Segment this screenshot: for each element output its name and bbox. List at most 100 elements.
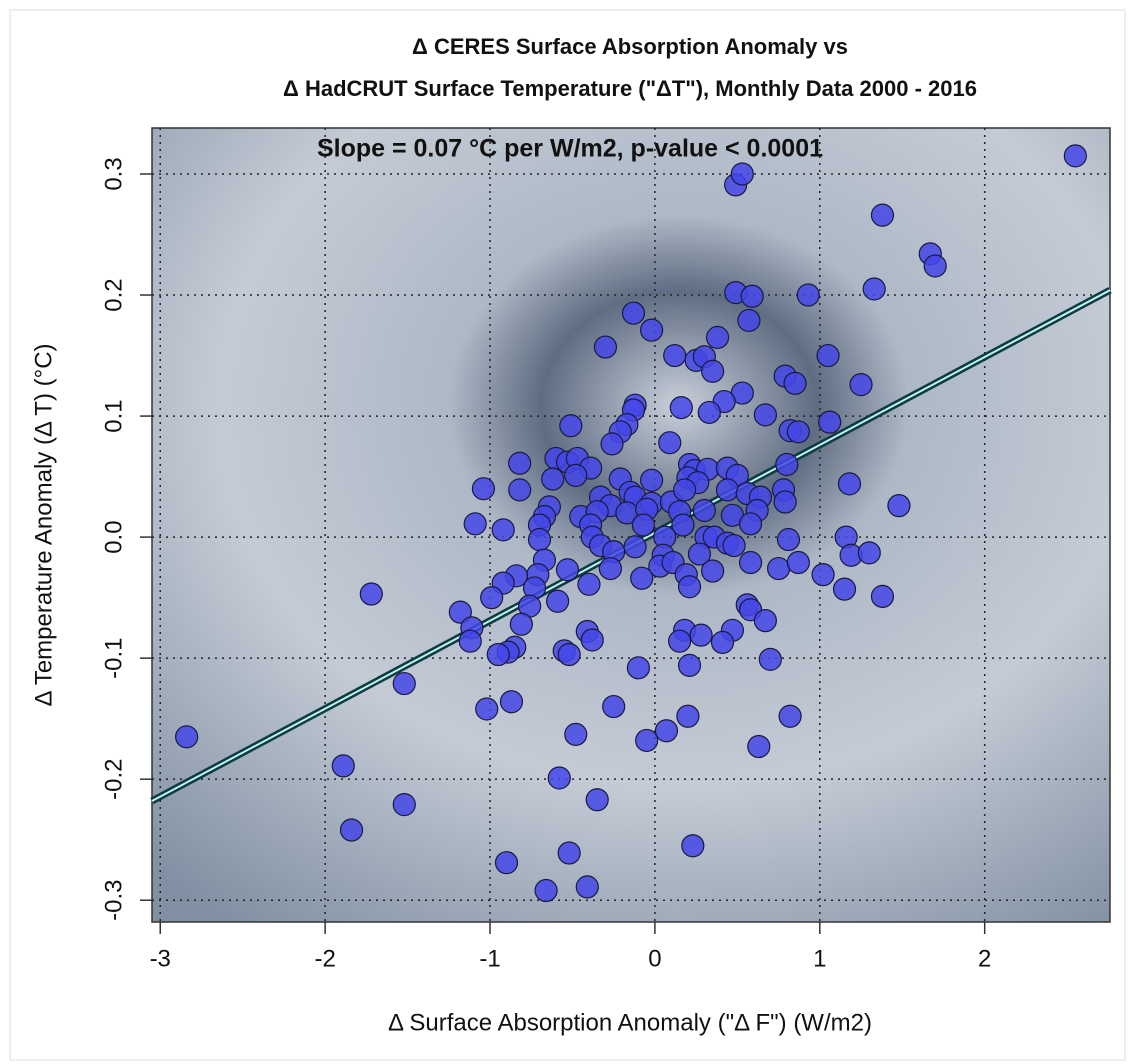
point — [564, 463, 588, 487]
point — [766, 556, 791, 581]
point — [486, 642, 510, 667]
point — [837, 472, 862, 496]
point — [585, 788, 609, 812]
point — [392, 792, 416, 817]
point — [331, 754, 355, 778]
x-tick-label: -3 — [150, 945, 171, 972]
point — [687, 542, 712, 566]
point — [575, 875, 599, 899]
x-tick-label: -1 — [479, 945, 500, 972]
point — [758, 647, 782, 671]
point — [923, 254, 947, 278]
point — [796, 283, 820, 307]
point — [499, 690, 524, 714]
point — [463, 512, 487, 536]
point — [621, 301, 646, 325]
y-tick-label: -0.1 — [100, 637, 127, 678]
point — [534, 878, 558, 903]
point — [738, 550, 763, 575]
point — [491, 518, 515, 542]
point — [458, 629, 482, 653]
point — [677, 575, 702, 599]
point — [701, 359, 725, 383]
point — [547, 766, 571, 790]
point — [730, 162, 754, 186]
point — [775, 452, 799, 477]
x-tick-label: -2 — [314, 945, 335, 972]
point — [689, 623, 713, 647]
point — [705, 325, 730, 349]
point — [672, 478, 697, 502]
point — [175, 725, 199, 749]
point — [593, 335, 618, 359]
point — [339, 818, 364, 842]
plot-area — [151, 127, 1111, 923]
chart-title: Δ CERES Surface Absorption Anomaly vs — [412, 34, 848, 59]
point — [849, 372, 873, 397]
x-tick-label: 2 — [978, 945, 991, 972]
point — [631, 513, 655, 537]
point — [626, 656, 651, 680]
point — [710, 630, 735, 655]
point — [392, 671, 416, 696]
point — [471, 477, 496, 501]
point — [663, 343, 687, 368]
point — [508, 451, 532, 475]
point — [671, 513, 695, 537]
x-axis-label: Δ Surface Absorption Anomaly ("Δ F") (W/… — [388, 1009, 872, 1036]
point — [818, 410, 842, 434]
chart-title: Δ HadCRUT Surface Temperature ("ΔT"), Mo… — [283, 76, 977, 101]
point — [786, 420, 810, 444]
y-tick-label: -0.2 — [100, 758, 127, 799]
point — [509, 612, 533, 636]
point — [557, 642, 581, 667]
point — [753, 609, 777, 633]
point — [737, 308, 761, 333]
point — [480, 586, 504, 610]
point — [773, 490, 797, 514]
point — [722, 533, 746, 558]
point — [811, 563, 835, 587]
point — [676, 704, 700, 728]
point — [870, 203, 895, 227]
point — [654, 719, 679, 743]
point — [776, 527, 801, 552]
point — [658, 431, 682, 455]
point — [598, 556, 622, 581]
y-tick-label: 0.2 — [100, 278, 127, 311]
point — [816, 343, 840, 368]
point — [677, 653, 702, 678]
y-tick-label: 0.1 — [100, 399, 127, 432]
point — [508, 478, 532, 502]
x-tick-label: 0 — [648, 945, 661, 972]
point — [630, 566, 654, 590]
point — [602, 694, 626, 719]
point — [857, 541, 881, 565]
y-tick-label: -0.3 — [100, 880, 127, 921]
y-axis-label: Δ Temperature Anomaly (Δ T) (°C) — [30, 343, 57, 706]
y-tick-label: 0.0 — [100, 520, 127, 553]
point — [715, 478, 740, 502]
point — [640, 318, 664, 342]
point — [747, 734, 771, 759]
point — [832, 577, 857, 601]
point — [862, 277, 886, 301]
point — [740, 284, 764, 308]
point — [623, 535, 647, 559]
point — [870, 584, 895, 609]
point — [494, 851, 519, 875]
point — [640, 468, 664, 492]
point — [738, 512, 763, 536]
point — [564, 722, 588, 746]
point — [786, 550, 810, 575]
point — [580, 628, 604, 652]
point — [1063, 144, 1087, 168]
point — [577, 572, 601, 596]
point — [527, 527, 552, 552]
point — [778, 704, 802, 728]
point — [669, 395, 693, 420]
annotation: Slope = 0.07 °C per W/m2, p-value < 0.00… — [317, 135, 823, 163]
point — [475, 697, 499, 721]
y-tick-label: 0.3 — [100, 157, 127, 190]
